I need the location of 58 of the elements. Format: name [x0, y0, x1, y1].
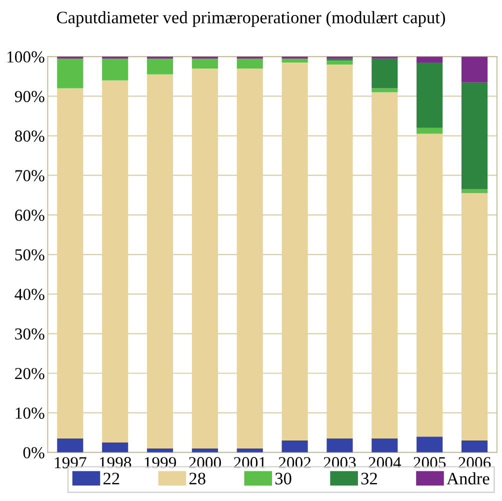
x-tick-label: 1998: [100, 457, 132, 468]
bar: [102, 80, 128, 443]
bar: [416, 436, 443, 452]
x-tick-label: 1999: [144, 457, 176, 468]
bar: [326, 60, 353, 65]
legend-label: 22: [104, 472, 120, 484]
legend-label: 30: [275, 472, 292, 484]
x-tick-label: 2001: [234, 457, 266, 468]
bar: [102, 442, 128, 452]
y-tick-label: 70%: [15, 170, 44, 182]
x-tick-label: 2002: [278, 457, 311, 468]
y-tick-label: 90%: [14, 90, 44, 102]
bar: [461, 193, 488, 441]
x-tick-label: 2003: [324, 457, 356, 468]
bar: [146, 58, 174, 74]
bar: [461, 440, 488, 452]
x-tick-label: 1997: [54, 457, 86, 468]
chart-title: Caputdiameter ved primæroperationer (modulært caput): [56, 11, 446, 27]
bar: [416, 128, 443, 134]
legend-label: Andre: [446, 472, 490, 484]
y-tick-label: 60%: [15, 210, 44, 221]
bar: [372, 92, 398, 439]
legend-label: 28: [189, 472, 206, 484]
bar: [236, 58, 263, 68]
y-tick-label: 20%: [15, 368, 44, 380]
bar: [416, 134, 443, 437]
bar: [416, 56, 443, 63]
bar: [326, 64, 353, 439]
bar: [192, 68, 218, 448]
x-tick-label: 2005: [414, 457, 446, 468]
bar: [146, 74, 174, 448]
legend-label: 32: [361, 472, 377, 484]
y-tick-label: 100%: [7, 51, 44, 63]
bar: [102, 58, 128, 80]
y-tick-label: 10%: [16, 408, 44, 419]
bar: [372, 438, 398, 452]
bar: [461, 82, 488, 190]
bar: [57, 58, 84, 88]
bar: [416, 62, 443, 128]
y-tick-label: 80%: [15, 130, 44, 142]
x-tick-label: 2000: [189, 457, 221, 468]
x-tick-label: 2006: [458, 457, 491, 468]
y-tick-label: 0%: [23, 447, 44, 458]
bar: [236, 68, 263, 448]
bar: [372, 58, 398, 88]
bar: [192, 58, 218, 68]
bar: [461, 189, 488, 194]
x-tick-label: 2004: [368, 457, 402, 468]
y-tick-label: 40%: [14, 288, 44, 300]
bar: [461, 56, 488, 82]
y-tick-label: 50%: [15, 249, 44, 261]
bar: [282, 62, 308, 441]
bar: [57, 88, 84, 439]
bar: [282, 58, 308, 63]
bar: [282, 440, 308, 452]
bar: [326, 438, 353, 452]
bar: [57, 438, 84, 452]
y-tick-label: 30%: [15, 328, 44, 340]
